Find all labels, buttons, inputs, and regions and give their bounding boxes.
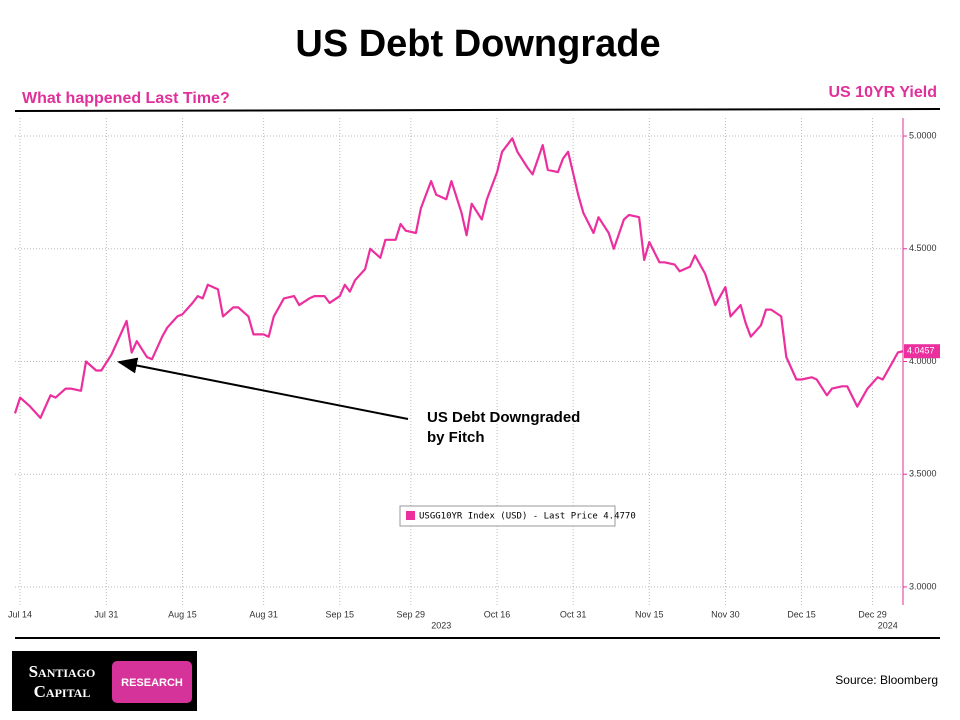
legend: USGG10YR Index (USD) - Last Price 4.4770 bbox=[399, 505, 636, 527]
logo: Santiago Capital RESEARCH bbox=[12, 651, 197, 711]
y-tick-label: 4.5000 bbox=[909, 243, 937, 253]
legend-swatch bbox=[406, 511, 415, 520]
last-value-badge bbox=[904, 344, 940, 359]
last-value-label: 4.0457 bbox=[907, 346, 935, 356]
annotation-arrow bbox=[117, 357, 409, 420]
y-tick-label: 4.0000 bbox=[909, 356, 937, 366]
y-tick-label: 3.0000 bbox=[909, 581, 937, 591]
x-tick-label: Jul 31 bbox=[94, 609, 118, 619]
annotation: by Fitch bbox=[427, 429, 485, 446]
x-tick-label: Oct 31 bbox=[560, 609, 587, 619]
x-tick-label: Sep 29 bbox=[397, 609, 426, 619]
line bbox=[13, 137, 904, 419]
x-tick-label: Sep 15 bbox=[325, 609, 354, 619]
subtitle: What happened Last Time? bbox=[22, 90, 230, 107]
annotation: US Debt Downgraded bbox=[427, 409, 580, 426]
logo-tag-box bbox=[112, 661, 192, 703]
plot: 3.0000 3.5000 4.0000 4.5000 5.0000 Jul 14 Jul … bbox=[8, 118, 940, 630]
x-tick-label: Aug 31 bbox=[249, 609, 278, 619]
x-year-label: 2024 bbox=[878, 620, 898, 630]
y-tick-label: 3.5000 bbox=[909, 469, 937, 479]
x-tick-label: Nov 15 bbox=[635, 609, 664, 619]
source: Source: Bloomberg bbox=[835, 673, 938, 687]
x-tick-label: Jul 14 bbox=[8, 609, 32, 619]
logo-name: Santiago bbox=[29, 662, 96, 681]
legend-label: USGG10YR Index (USD) - Last Price 4.4770 bbox=[419, 512, 636, 522]
logo-name: Capital bbox=[34, 682, 91, 701]
y-axis-title: US 10YR Yield bbox=[829, 84, 938, 101]
x-year-label: 2023 bbox=[431, 620, 451, 630]
chart-title: US Debt Downgrade bbox=[295, 23, 660, 65]
x-tick-label: Dec 15 bbox=[787, 609, 816, 619]
x-tick-label: Dec 29 bbox=[858, 609, 887, 619]
x-tick-label: Aug 15 bbox=[168, 609, 197, 619]
legend-box bbox=[399, 505, 616, 527]
logo-tag: RESEARCH bbox=[121, 677, 183, 689]
y-tick-label: 5.0000 bbox=[909, 130, 937, 140]
x-tick-label: Oct 16 bbox=[484, 609, 511, 619]
header-rule bbox=[14, 108, 941, 112]
x-tick-label: Nov 30 bbox=[711, 609, 740, 619]
